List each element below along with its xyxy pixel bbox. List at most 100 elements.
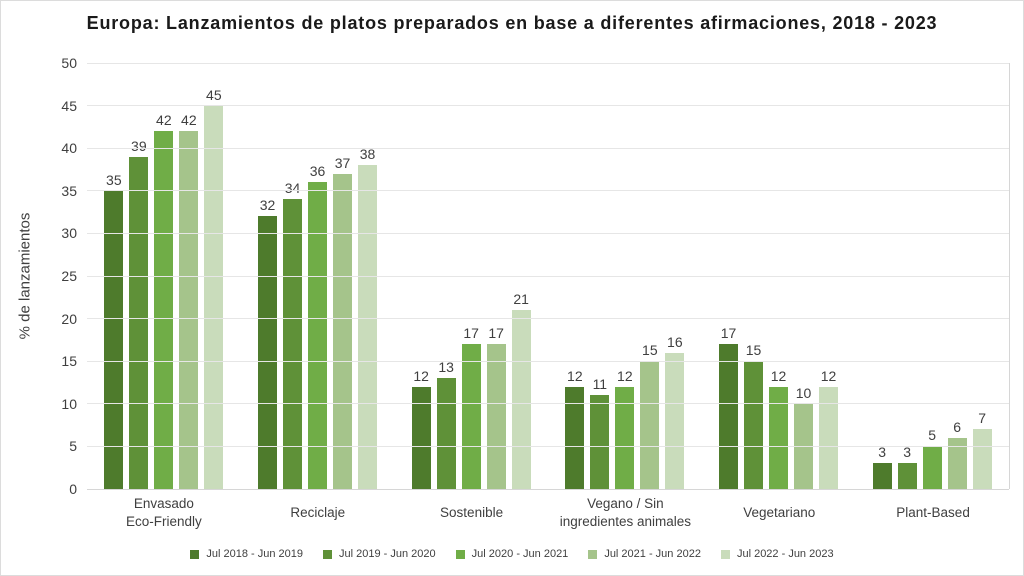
y-tick-label: 35: [61, 182, 77, 199]
bar: [947, 437, 967, 489]
bar-column: 15: [744, 63, 764, 489]
y-tick-label: 5: [69, 438, 77, 455]
bar-value-label: 42: [181, 112, 197, 129]
legend: Jul 2018 - Jun 2019 Jul 2019 - Jun 2020 Ju…: [1, 548, 1023, 560]
bar-value-label: 12: [770, 367, 787, 384]
bar: [436, 378, 456, 489]
category-label: Sostenible: [440, 504, 504, 520]
legend-swatch: [588, 549, 598, 559]
bar: [615, 386, 635, 489]
bar-group: 12 13 17 17 21: [394, 63, 548, 489]
category-label: Plant-Based: [896, 504, 970, 520]
gridline-25: [87, 275, 1009, 277]
bar-value-label: 16: [667, 333, 683, 350]
bar-column: 12: [411, 63, 431, 489]
bar-column: 11: [590, 63, 610, 489]
bar-column: 12: [615, 63, 635, 489]
legend-label: Jul 2021 - Jun 2022: [604, 548, 701, 560]
gridline-50: [87, 62, 1009, 64]
bar-value-label: 7: [978, 410, 987, 427]
bar-group: 12 11 12 15 16: [548, 63, 702, 489]
bar-column: 39: [129, 63, 149, 489]
bar-column: 12: [565, 63, 585, 489]
bar: [665, 352, 685, 489]
bar: [922, 446, 942, 489]
bar-value-label: 34: [284, 180, 301, 197]
bar-column: 12: [769, 63, 789, 489]
bar-value-label: 12: [617, 367, 633, 384]
bar-column: 17: [461, 63, 481, 489]
y-tick-label: 45: [61, 97, 77, 114]
gridline-15: [87, 360, 1009, 362]
bar-value-label: 42: [156, 112, 172, 129]
bar: [129, 156, 149, 489]
bar: [104, 190, 124, 489]
bar: [204, 105, 224, 489]
bar-group: 35 39 42 42 45: [87, 63, 241, 489]
bar-group: 32 34 36 37 38: [241, 63, 395, 489]
legend-swatch: [455, 549, 465, 559]
bar-value-label: 39: [131, 137, 147, 154]
bar-value-label: 17: [463, 325, 479, 342]
bar-column: 35: [104, 63, 124, 489]
category-label: Envasado Eco-Friendly: [126, 495, 202, 529]
bar-value-label: 21: [513, 291, 529, 308]
legend-swatch: [720, 549, 730, 559]
bar-value-label: 11: [592, 376, 608, 393]
gridline-5: [87, 445, 1009, 447]
bar: [744, 361, 764, 489]
bar: [972, 429, 992, 489]
bar-group: 17 15 12 10 12: [702, 63, 856, 489]
bar-value-label: 38: [359, 146, 376, 163]
y-axis-label: % de lanzamientos: [16, 212, 34, 340]
bar: [511, 310, 531, 489]
legend-label: Jul 2019 - Jun 2020: [339, 548, 436, 560]
bar-value-label: 10: [795, 384, 812, 401]
bar-value-label: 45: [206, 86, 222, 103]
bar: [719, 344, 739, 489]
bar-value-label: 12: [567, 367, 583, 384]
bar-column: 32: [258, 63, 277, 489]
bar: [486, 344, 506, 489]
gridline-40: [87, 147, 1009, 149]
bar: [258, 216, 277, 489]
bar-column: 15: [640, 63, 660, 489]
bar: [461, 344, 481, 489]
bar: [590, 395, 610, 489]
bar-column: 45: [204, 63, 224, 489]
bar: [333, 173, 352, 489]
chart-title: Europa: Lanzamientos de platos preparado…: [86, 13, 938, 33]
y-tick-label: 10: [61, 395, 77, 412]
y-tick-label: 20: [61, 310, 77, 327]
y-tick-label: 15: [61, 353, 77, 370]
legend-swatch: [323, 549, 333, 559]
bar-column: 42: [179, 63, 199, 489]
bar: [897, 463, 917, 489]
bar-column: 17: [719, 63, 739, 489]
bar-column: 42: [154, 63, 174, 489]
bar: [872, 463, 892, 489]
y-tick-label: 40: [61, 140, 77, 157]
bar: [819, 386, 839, 489]
gridline-20: [87, 318, 1009, 320]
category-label: Vegano / Sin ingredientes animales: [559, 495, 692, 529]
legend-item: Jul 2018 - Jun 2019: [190, 548, 303, 560]
bar: [154, 131, 174, 489]
bar-value-label: 35: [106, 171, 122, 188]
gridline-35: [87, 190, 1009, 192]
legend-label: Jul 2020 - Jun 2021: [471, 548, 569, 560]
bar-column: 12: [819, 63, 839, 489]
bar-column: 16: [665, 63, 685, 489]
legend-label: Jul 2018 - Jun 2019: [206, 548, 304, 560]
bar-value-label: 17: [488, 325, 504, 342]
bar: [358, 165, 377, 489]
bar-column: 7: [972, 63, 992, 489]
y-tick-label: 25: [61, 268, 77, 284]
bar-value-label: 13: [438, 359, 454, 376]
bar-column: 36: [308, 63, 327, 489]
bar-value-label: 15: [745, 342, 762, 359]
bar-value-label: 37: [334, 154, 351, 171]
bar-value-label: 3: [878, 444, 887, 461]
legend-item: Jul 2019 - Jun 2020: [323, 548, 436, 560]
